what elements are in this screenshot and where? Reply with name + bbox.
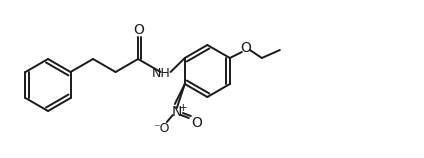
Text: NH: NH [152,67,171,80]
Text: ⁻O: ⁻O [153,122,170,136]
Text: +: + [179,103,187,113]
Text: O: O [134,23,145,37]
Text: O: O [191,116,202,130]
Text: N: N [172,105,182,119]
Text: O: O [240,41,251,55]
